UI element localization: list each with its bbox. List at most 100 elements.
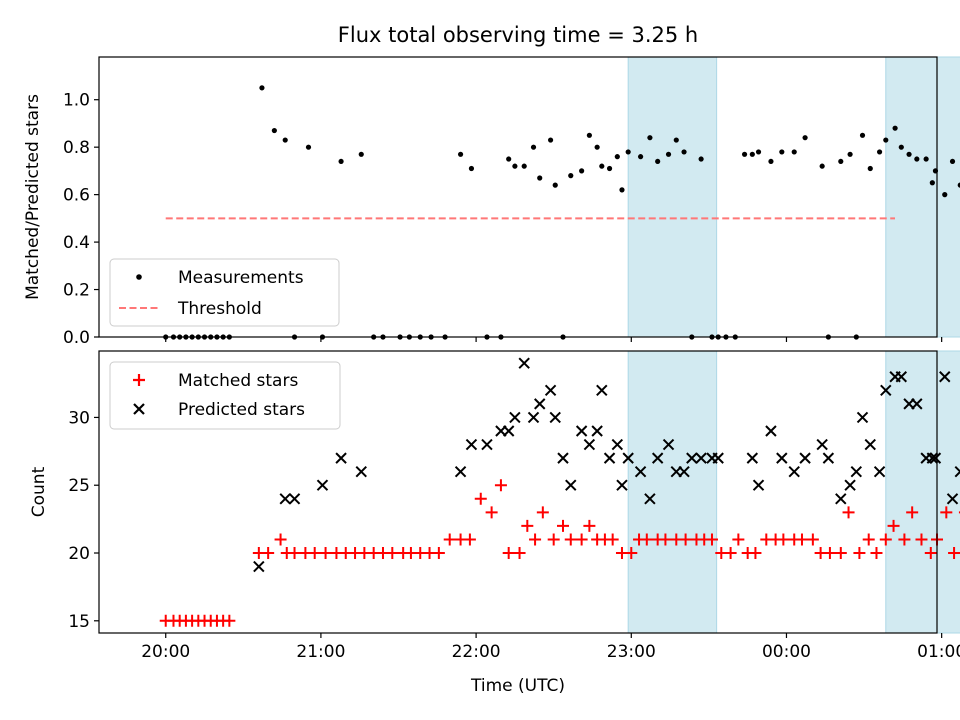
predicted-stars-point — [873, 465, 886, 478]
matched-stars-point — [777, 533, 790, 546]
matched-stars-point — [862, 533, 875, 546]
predicted-stars-point — [926, 452, 939, 464]
matched-stars-point — [915, 533, 928, 546]
measurement-point — [594, 144, 600, 150]
predicted-stars-point — [856, 411, 869, 424]
measurement-point — [673, 137, 679, 143]
predicted-stars-point — [616, 479, 628, 491]
predicted-stars-point — [502, 425, 515, 437]
legend-predicted-label: Predicted stars — [178, 400, 305, 420]
legend-threshold-label: Threshold — [177, 299, 262, 319]
matched-stars-point — [386, 547, 399, 560]
matched-stars-point — [724, 547, 737, 560]
legend-measurements-label: Measurements — [178, 268, 304, 288]
matched-stars-point — [521, 519, 534, 532]
predicted-stars-point — [864, 438, 876, 451]
predicted-stars-point — [253, 560, 265, 573]
x-axis-label: Time (UTC) — [470, 676, 565, 696]
measurement-point — [655, 158, 661, 165]
predicted-stars-point — [662, 438, 675, 451]
bottom-y-axis-label: Count — [29, 466, 49, 517]
predicted-stars-point — [481, 438, 493, 451]
matched-stars-point — [842, 506, 855, 519]
measurement-point — [876, 149, 883, 155]
x-tick-label: 22:00 — [452, 642, 501, 662]
measurement-point — [552, 182, 558, 188]
predicted-stars-point — [678, 465, 690, 478]
predicted-stars-point — [954, 465, 960, 478]
matched-stars-point — [898, 533, 911, 546]
measurement-point — [898, 144, 904, 150]
matched-stars-point — [575, 533, 588, 546]
measurement-point — [906, 151, 912, 157]
x-tick-label: 20:00 — [141, 642, 190, 662]
y-tick-label: 30 — [68, 408, 90, 428]
bottom-legend: Matched stars Predicted stars — [109, 361, 341, 430]
predicted-stars-point — [799, 452, 811, 464]
y-tick-label: 20 — [68, 544, 90, 564]
matched-stars-point — [879, 533, 892, 546]
measurement-point — [579, 168, 585, 174]
predicted-stars-point — [752, 479, 765, 491]
predicted-stars-point — [634, 465, 647, 478]
figure-title: Flux total observing time = 3.25 h — [338, 23, 698, 47]
measurement-point — [468, 165, 475, 172]
predicted-stars-point — [454, 465, 467, 478]
predicted-stars-point — [895, 371, 908, 383]
matched-stars-point — [557, 519, 570, 532]
y-tick-label: 1.0 — [63, 91, 90, 111]
measurement-point — [338, 158, 344, 165]
predicted-stars-point — [565, 479, 577, 491]
matched-stars-point — [223, 614, 236, 627]
predicted-stars-point — [575, 425, 588, 437]
y-tick-label: 0.0 — [63, 328, 90, 348]
matched-stars-point — [705, 533, 718, 546]
y-tick-label: 25 — [68, 476, 90, 496]
predicted-stars-point — [776, 452, 788, 464]
matched-stars-point — [795, 533, 808, 546]
predicted-stars-point — [279, 493, 291, 505]
predicted-stars-point — [622, 452, 634, 464]
measurement-point — [892, 125, 898, 131]
matched-stars-point — [606, 533, 619, 546]
measurement-point — [586, 132, 592, 138]
predicted-stars-point — [355, 465, 367, 478]
predicted-stars-point — [335, 452, 347, 464]
measurement-point — [883, 137, 889, 143]
measurement-point — [530, 144, 537, 150]
measurement-point — [537, 175, 543, 181]
matched-stars-point — [870, 547, 883, 560]
matched-stars-point — [564, 533, 577, 546]
matched-stars-point — [536, 506, 549, 519]
measurement-point — [521, 163, 527, 169]
measurement-point — [859, 132, 866, 138]
matched-stars-point — [463, 533, 476, 546]
matched-stars-point — [887, 519, 900, 532]
measurement-point — [305, 144, 312, 150]
top-shaded-regions — [627, 56, 960, 338]
top-y-axis-label: Matched/Predicted stars — [23, 94, 43, 300]
measurement-point — [665, 151, 672, 157]
predicted-stars-point — [686, 452, 698, 464]
bottom-x-axis: 20:0021:0022:0023:0000:0001:0002:0003:00… — [141, 633, 960, 662]
predicted-stars-point — [929, 452, 942, 464]
predicted-stars-point — [549, 411, 561, 424]
predicted-stars-point — [465, 438, 478, 451]
matched-stars-point — [547, 533, 560, 546]
matched-stars-point — [529, 533, 542, 546]
measurement-point — [625, 149, 631, 155]
predicted-stars-point — [603, 452, 616, 464]
measurement-point — [271, 127, 277, 134]
measurement-point — [647, 135, 653, 141]
measurement-point — [606, 165, 613, 172]
matched-stars-point — [625, 547, 638, 560]
measurement-point — [457, 151, 464, 157]
measurement-point — [741, 151, 748, 157]
top-legend-box — [109, 258, 340, 327]
matched-stars-point — [806, 533, 819, 546]
measurement-point — [358, 151, 364, 157]
measurement-point — [749, 151, 755, 157]
x-tick-label: 21:00 — [296, 642, 345, 662]
matched-stars-point — [474, 492, 487, 505]
